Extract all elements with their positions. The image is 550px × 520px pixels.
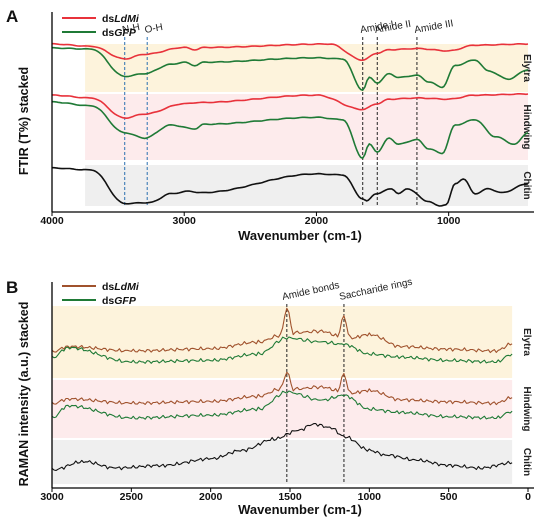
group-label-chitin: Chitin — [521, 171, 532, 199]
series-line-elytra-dsldmi — [52, 42, 529, 62]
group-band-elytra — [85, 44, 529, 92]
legend-label: dsLdMi — [102, 13, 140, 25]
group-label-elytra: Elytra — [521, 54, 532, 82]
legend-label: dsGFP — [102, 295, 137, 307]
x-axis-label: Wavenumber (cm-1) — [238, 228, 362, 243]
x-tick-label: 500 — [440, 491, 458, 503]
series-line-hindwing-dsgfp — [51, 390, 513, 420]
panel-label: A — [6, 7, 18, 26]
group-band-hindwing — [85, 94, 529, 160]
y-axis-label: FTIR (T%) stacked — [17, 67, 31, 175]
panel-B: Elytra Hindwing Chitin Amide bondsSaccharid… — [6, 277, 534, 517]
series-line-hindwing-dsldmi — [52, 93, 529, 119]
series-line-hindwing-dsgfp — [52, 100, 529, 159]
annotation-label: Amide III — [414, 18, 455, 36]
legend-label: dsGFP — [102, 27, 137, 39]
series-line-hindwing-dsldmi — [51, 371, 513, 406]
legend-label: dsLdMi — [102, 281, 140, 293]
group-band-chitin — [52, 440, 513, 484]
x-tick-label: 1000 — [437, 215, 461, 227]
x-tick-label: 1000 — [358, 491, 382, 503]
panel-label: B — [6, 278, 18, 297]
group-label-hindwing: Hindwing — [521, 387, 532, 432]
x-tick-label: 0 — [525, 491, 531, 503]
x-tick-label: 2000 — [305, 215, 329, 227]
annotation-label: Saccharide rings — [338, 277, 413, 303]
series-line-chitin-chitin — [52, 166, 529, 207]
x-tick-label: 2000 — [199, 491, 223, 503]
group-label-elytra: Elytra — [521, 328, 532, 356]
group-label-chitin: Chitin — [521, 448, 532, 476]
group-band-hindwing — [52, 380, 513, 438]
x-tick-label: 2500 — [120, 491, 144, 503]
y-axis-label: RAMAN intensity (a.u.) stacked — [17, 302, 31, 487]
group-label-hindwing: Hindwing — [521, 105, 532, 150]
group-band-elytra — [52, 306, 513, 378]
series-line-elytra-dsgfp — [52, 46, 529, 91]
x-tick-label: 4000 — [40, 215, 64, 227]
x-tick-label: 1500 — [278, 491, 302, 503]
annotation-label: N-H — [121, 22, 140, 36]
series-line-elytra-dsgfp — [51, 336, 513, 364]
series-line-chitin-chitin — [51, 423, 513, 472]
x-tick-label: 3000 — [40, 491, 64, 503]
group-band-chitin — [85, 165, 529, 206]
series-line-elytra-dsldmi — [51, 307, 513, 354]
annotation-label: Amide bonds — [281, 280, 340, 303]
x-tick-label: 3000 — [173, 215, 197, 227]
annotation-label: O-H — [144, 22, 164, 36]
x-axis-label: Wavenumber (cm-1) — [238, 502, 362, 517]
